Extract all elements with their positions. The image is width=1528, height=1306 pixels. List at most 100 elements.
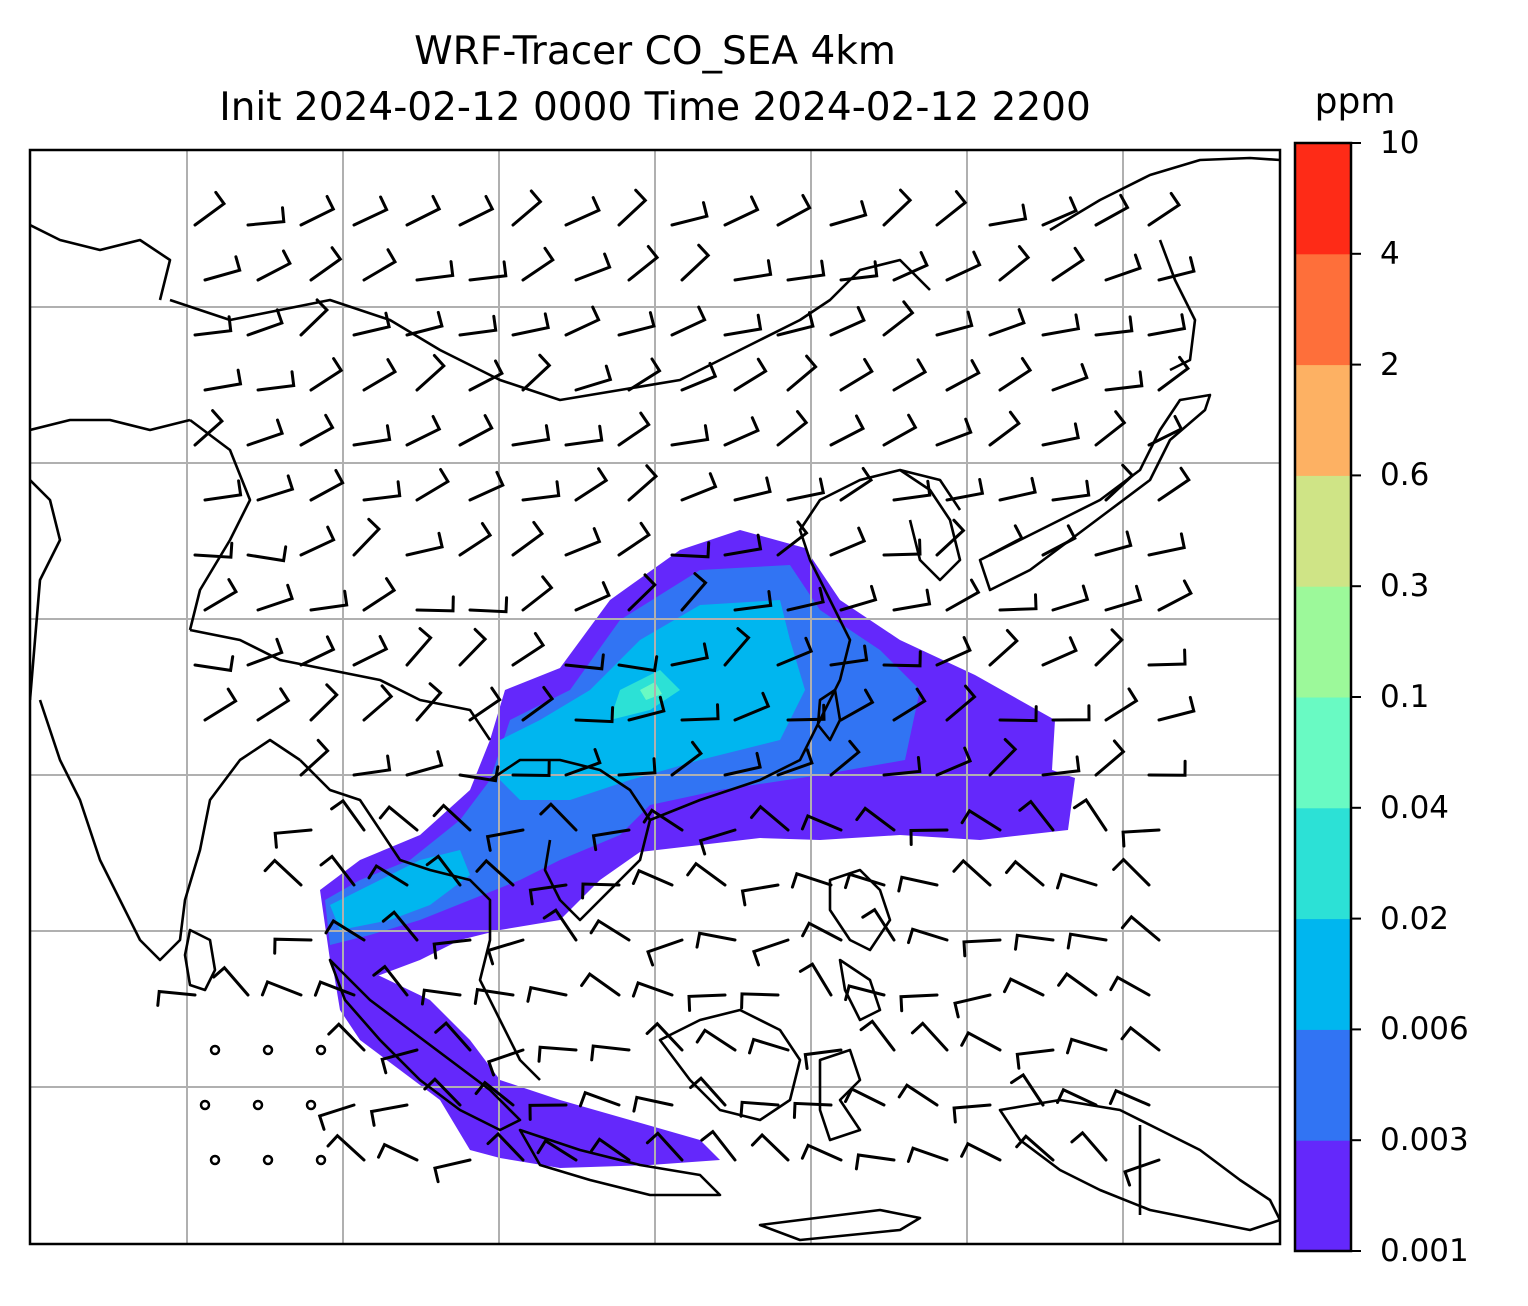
colorbar-tick-label: 0.3 [1380, 568, 1430, 605]
wind-barb [698, 828, 737, 856]
wind-barb [1003, 977, 1045, 997]
wind-barb [1094, 530, 1133, 557]
central-asia-border [30, 223, 191, 432]
colorbar-tick-label: 0.02 [1380, 900, 1450, 937]
wind-barb [962, 938, 1002, 958]
wind-barb [935, 417, 973, 447]
wind-barb [564, 424, 604, 447]
wind-barb [998, 245, 1031, 282]
wind-barb [273, 937, 313, 955]
wind-barb [362, 480, 402, 502]
wind-barb [786, 354, 818, 392]
wind-barb [700, 1129, 737, 1162]
wind-barb [1109, 975, 1151, 997]
wind-barb [352, 754, 392, 777]
wind-barb [945, 359, 981, 392]
philippines [828, 868, 892, 1022]
wind-barb [723, 533, 763, 557]
wind-barb [193, 190, 227, 227]
wind-barb [790, 871, 833, 889]
wind-barb [695, 931, 737, 949]
wind-barb [1010, 1072, 1045, 1107]
colorbar-band-4 [1295, 697, 1351, 809]
colorbar-unit-label: ppm [1314, 81, 1396, 122]
wind-barb [645, 1131, 684, 1162]
wind-barb [468, 686, 502, 722]
wind-barb [854, 1153, 896, 1171]
plume-level-004 [640, 682, 662, 700]
wind-barb [829, 200, 868, 227]
wind-barb [352, 635, 389, 667]
wind-barb [1041, 196, 1078, 227]
wind-barb [800, 814, 843, 832]
wind-barb [1070, 1130, 1108, 1162]
wind-barb [839, 260, 879, 282]
java [518, 1128, 722, 1197]
sri-lanka [183, 928, 217, 992]
calm-wind-marker [315, 1044, 327, 1056]
wind-barb [988, 203, 1028, 227]
wind-barb [844, 1086, 886, 1107]
colorbar-tick-label: 10 [1380, 125, 1420, 161]
wind-barb [1014, 933, 1055, 951]
wind-barb [1157, 579, 1193, 612]
wind-barb [786, 586, 825, 612]
wind-barb [988, 410, 1021, 447]
himalaya-border [189, 628, 492, 741]
wind-barb [1104, 253, 1142, 282]
wind-barb [352, 517, 382, 557]
wind-barb [686, 861, 727, 887]
wind-barb [511, 632, 546, 667]
bay-of-bengal-coast [299, 759, 541, 1081]
wind-barb [776, 748, 814, 777]
wind-barb [468, 260, 508, 282]
wind-barb [945, 478, 985, 502]
wind-barb [945, 250, 982, 282]
wind-barb [892, 251, 929, 282]
wind-barb [642, 808, 684, 832]
wind-barb [299, 635, 336, 667]
wind-barb [960, 808, 1002, 832]
wind-barb [425, 854, 462, 887]
wind-barb [362, 577, 397, 612]
wind-barb [486, 938, 525, 966]
wind-barb [935, 190, 968, 227]
wind-barb [1094, 628, 1124, 667]
wind-barb [829, 306, 866, 337]
wind-barb [309, 683, 339, 722]
wind-barb [733, 590, 773, 612]
wind-barb [362, 358, 398, 392]
wind-barb [897, 1083, 939, 1107]
wind-barb [1147, 415, 1184, 447]
wind-barb [521, 575, 554, 612]
colorbar-band-2 [1295, 918, 1351, 1030]
colorbar [1295, 142, 1361, 1252]
wind-barb [536, 1138, 578, 1162]
wind-barb [526, 985, 568, 1003]
wind-barb [998, 476, 1037, 502]
wind-barb [952, 858, 992, 887]
wind-barb [798, 962, 833, 997]
wind-barb [829, 414, 866, 447]
wind-barb [935, 636, 972, 667]
calm-wind-marker [315, 1154, 327, 1166]
wind-barb [839, 466, 874, 502]
wind-barb [670, 424, 710, 447]
wind-barb [313, 980, 356, 997]
wind-barb [1041, 524, 1077, 557]
wind-barb [1157, 256, 1196, 282]
wind-barb [723, 751, 762, 777]
wind-barb [1094, 315, 1134, 337]
wind-barb [432, 803, 472, 832]
sulawesi [818, 1048, 862, 1142]
wind-barb [521, 480, 561, 502]
wind-barb [617, 521, 651, 557]
wind-barb [1051, 584, 1090, 612]
wind-barb [776, 194, 812, 227]
wind-barb [486, 1131, 525, 1162]
wind-barb [733, 357, 768, 392]
wind-barb [882, 650, 922, 668]
wind-barb [631, 868, 674, 887]
wind-barb [352, 311, 391, 337]
wind-barb [800, 1143, 843, 1162]
